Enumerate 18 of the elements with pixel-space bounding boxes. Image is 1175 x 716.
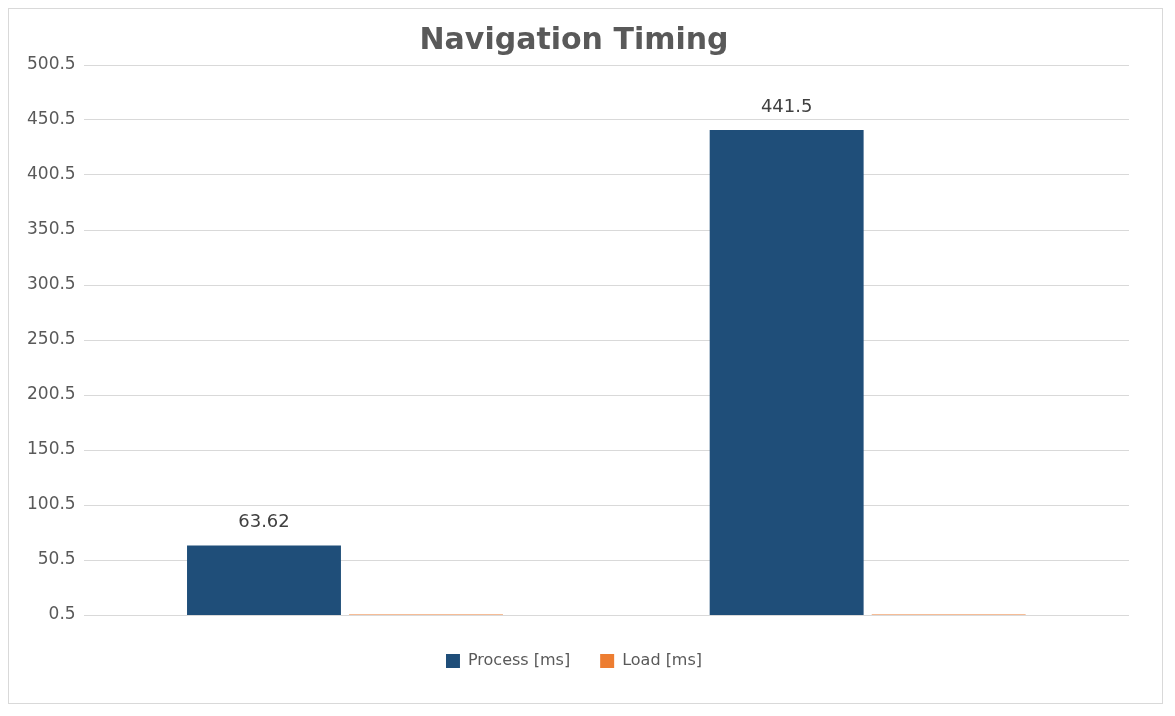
y-tick-label: 300.5 — [27, 273, 76, 294]
y-tick-label: 150.5 — [27, 438, 76, 459]
y-tick-label: 350.5 — [27, 218, 76, 239]
y-tick-label: 450.5 — [27, 108, 76, 129]
y-tick-label: 0.5 — [48, 603, 76, 624]
bar — [709, 129, 864, 615]
y-tick-label: 50.5 — [37, 548, 76, 569]
y-tick-label: 500.5 — [27, 53, 76, 74]
bar — [187, 545, 341, 615]
legend-label: Process [ms] — [467, 650, 571, 670]
y-tick-label: 100.5 — [27, 493, 76, 514]
data-label: 441.5 — [760, 94, 813, 116]
chart-title: Navigation Timing — [419, 20, 729, 56]
data-label: 63.62 — [238, 510, 290, 532]
y-tick-label: 400.5 — [27, 163, 76, 184]
y-tick-label: 200.5 — [27, 383, 76, 404]
y-tick-label: 250.5 — [27, 328, 76, 349]
legend-label: Load [ms] — [622, 650, 703, 670]
